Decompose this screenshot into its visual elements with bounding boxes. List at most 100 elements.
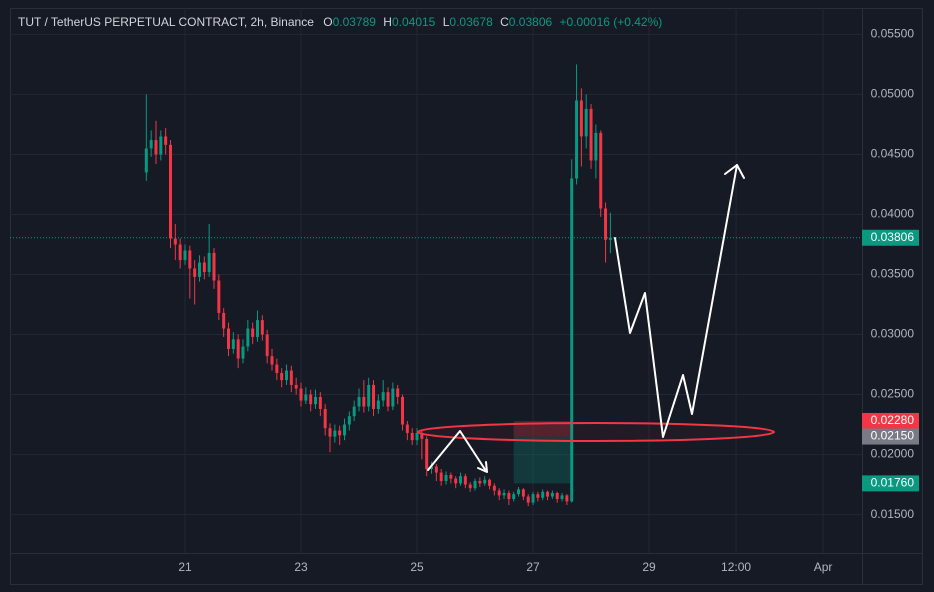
candle-body xyxy=(502,492,506,496)
price-tag xyxy=(862,475,919,492)
candle-body xyxy=(197,262,201,277)
candle-body xyxy=(550,492,554,497)
frame xyxy=(10,8,923,585)
candle-body xyxy=(473,480,477,489)
candles xyxy=(144,64,612,507)
candle-body xyxy=(439,472,443,481)
candle-body xyxy=(536,494,540,498)
ohlc-value: 0.04015 xyxy=(392,15,436,29)
candle-body xyxy=(401,396,405,425)
candle-body xyxy=(338,430,342,436)
candle-body xyxy=(478,480,482,484)
candle-body xyxy=(222,312,226,329)
candle-body xyxy=(275,364,279,373)
grid xyxy=(10,8,862,553)
price-tag-label: 0.01760 xyxy=(871,476,915,490)
ohlc-value: 0.03806 xyxy=(509,15,553,29)
position-tool xyxy=(513,420,572,484)
x-tick-label: Apr xyxy=(814,560,833,574)
candle-body xyxy=(541,491,545,498)
candle-body xyxy=(391,388,395,407)
candle-body xyxy=(463,476,467,485)
candle-body xyxy=(314,396,318,405)
candle-body xyxy=(159,136,163,155)
candle-body xyxy=(241,346,245,359)
candle-body xyxy=(144,148,148,173)
candle-body xyxy=(323,408,327,429)
candle-body xyxy=(376,400,380,409)
candle-body xyxy=(227,328,230,349)
candle-body xyxy=(449,474,453,479)
candle-body xyxy=(304,394,308,401)
candle-body xyxy=(352,406,356,417)
candle-body xyxy=(507,492,511,499)
candle-body xyxy=(285,370,289,381)
candle-body xyxy=(246,328,250,347)
ohlc-key: H xyxy=(383,15,392,29)
candle-body xyxy=(420,432,424,439)
candle-body xyxy=(492,485,496,491)
price-tag-label: 0.03806 xyxy=(871,230,915,244)
change-value: +0.00016 (+0.42%) xyxy=(560,15,663,29)
candle-body xyxy=(347,416,351,425)
candle-body xyxy=(589,108,593,161)
candle-body xyxy=(178,244,182,261)
x-tick-label: 23 xyxy=(294,560,308,574)
candle-body xyxy=(343,424,347,436)
price-tags: 0.01500 0.02000 0.02500 0.03000 0.03500 0.040… xyxy=(178,27,919,574)
x-tick-label: 21 xyxy=(178,560,192,574)
y-tick-label: 0.03000 xyxy=(871,327,915,341)
y-tick-label: 0.03500 xyxy=(871,267,915,281)
highlight-ellipse xyxy=(417,422,775,442)
candle-body xyxy=(381,392,385,401)
candle-body xyxy=(575,100,579,179)
stop-zone xyxy=(513,420,572,437)
candle-body xyxy=(579,100,583,137)
x-tick-label: 29 xyxy=(642,560,656,574)
price-tag-label: 0.02150 xyxy=(871,429,915,443)
candle-body xyxy=(328,428,332,437)
candle-body xyxy=(299,388,303,401)
candle-body xyxy=(454,478,458,484)
candle-body xyxy=(584,108,588,137)
arrow-head xyxy=(724,164,745,179)
projection-path xyxy=(427,430,487,472)
candle-body xyxy=(236,339,240,359)
candle-body xyxy=(149,140,153,149)
candle-body xyxy=(488,479,492,486)
candle-body xyxy=(434,466,438,473)
y-tick-label: 0.02000 xyxy=(871,447,915,461)
candle-body xyxy=(188,250,192,269)
candle-body xyxy=(357,396,361,407)
candle-body xyxy=(193,268,197,277)
candle-body xyxy=(309,394,313,405)
y-tick-label: 0.02500 xyxy=(871,387,915,401)
candle-body xyxy=(415,432,419,441)
candle-body xyxy=(217,280,221,313)
candle-body xyxy=(318,396,322,409)
y-tick-label: 0.04500 xyxy=(871,147,915,161)
price-tag xyxy=(862,412,919,429)
candle-body xyxy=(280,372,284,381)
y-tick-label: 0.05000 xyxy=(871,87,915,101)
candle-body xyxy=(497,490,501,496)
candle-body xyxy=(212,252,216,281)
y-tick-label: 0.05500 xyxy=(871,27,915,41)
candle-body xyxy=(444,474,448,481)
candle-body xyxy=(483,479,487,484)
candle-body xyxy=(425,438,429,469)
arrow-head xyxy=(477,461,488,473)
candle-body xyxy=(608,237,612,240)
candle-body xyxy=(430,466,434,469)
chart-title: TUT / TetherUS PERPETUAL CONTRACT, 2h, B… xyxy=(18,15,314,29)
ohlc-key: C xyxy=(500,15,509,29)
candle-body xyxy=(251,328,255,337)
candle-body xyxy=(154,140,158,155)
candle-body xyxy=(333,430,337,437)
candle-body xyxy=(260,320,264,335)
candle-body xyxy=(594,132,598,161)
ohlc-value: 0.03789 xyxy=(333,15,377,29)
